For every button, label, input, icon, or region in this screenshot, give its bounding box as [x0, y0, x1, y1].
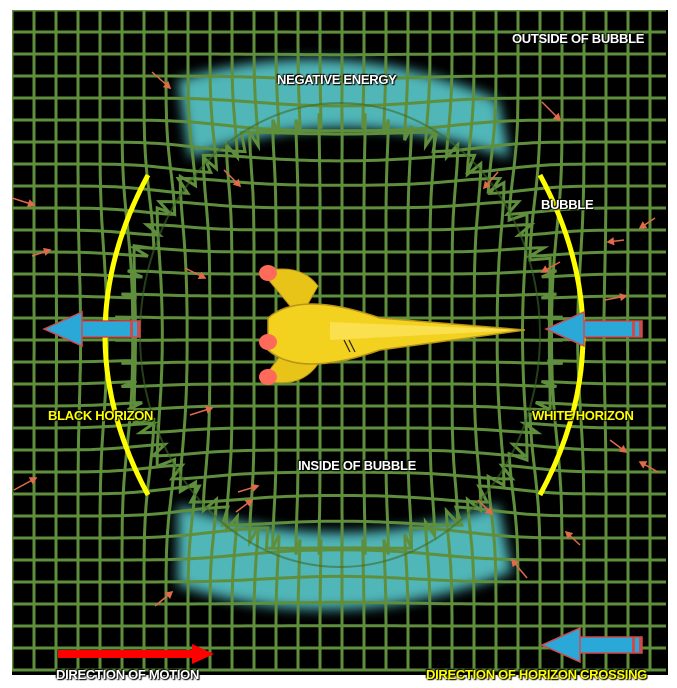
bubble-label: BUBBLE	[541, 197, 593, 212]
grid-line-horizontal	[12, 54, 666, 55]
inside-of-bubble-label: INSIDE OF BUBBLE	[298, 458, 416, 473]
direction-of-motion-label: DIRECTION OF MOTION	[56, 667, 199, 682]
outside-of-bubble-label: OUTSIDE OF BUBBLE	[512, 31, 644, 46]
white-horizon-label: WHITE HORIZON	[532, 408, 634, 423]
negative-energy-label: NEGATIVE ENERGY	[277, 72, 397, 87]
black-horizon-label: BLACK HORIZON	[48, 408, 153, 423]
direction-of-horizon-crossing-label: DIRECTION OF HORIZON CROSSING	[426, 667, 647, 682]
grid-line-horizontal	[12, 602, 666, 604]
